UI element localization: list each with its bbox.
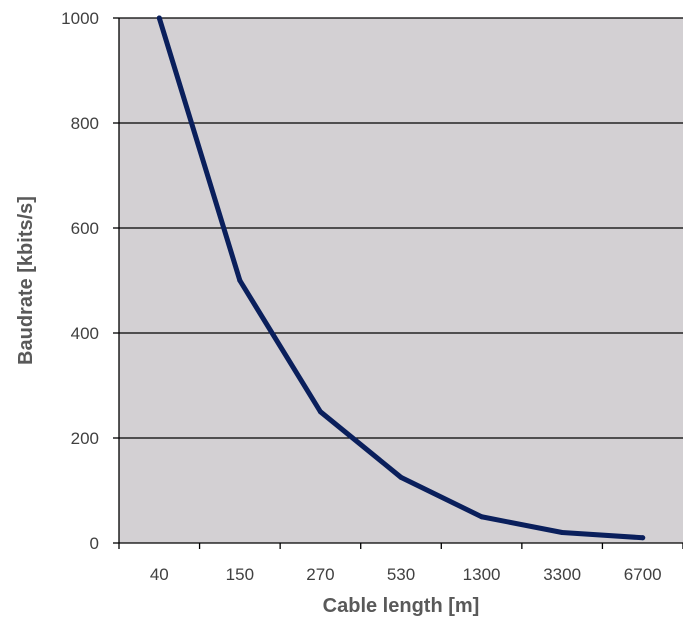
y-tick-label-0: 0	[90, 534, 99, 553]
x-tick-label-150: 150	[226, 565, 254, 584]
data-point-270	[317, 409, 323, 415]
y-tick-label-1000: 1000	[61, 9, 99, 28]
y-tick-label-200: 200	[71, 429, 99, 448]
data-point-1300	[479, 514, 485, 520]
x-tick-label-40: 40	[150, 565, 169, 584]
x-tick-label-270: 270	[306, 565, 334, 584]
data-point-3300	[559, 530, 565, 535]
y-tick-label-600: 600	[71, 219, 99, 238]
y-tick-label-800: 800	[71, 114, 99, 133]
x-axis-title: Cable length [m]	[323, 595, 480, 617]
axes	[113, 17, 683, 549]
x-tick-label-1300: 1300	[463, 565, 501, 584]
gridlines	[119, 17, 683, 439]
plot-area	[119, 18, 683, 543]
x-tick-label-530: 530	[387, 565, 415, 584]
data-point-40	[156, 15, 162, 21]
series-layer	[156, 15, 646, 541]
data-point-530	[398, 474, 404, 480]
y-tick-label-400: 400	[71, 324, 99, 343]
x-tick-label-3300: 3300	[543, 565, 581, 584]
y-axis-title: Baudrate [kbits/s]	[15, 196, 37, 365]
x-tick-label-6700: 6700	[624, 565, 662, 584]
data-point-6700	[640, 535, 646, 541]
data-point-150	[237, 278, 243, 283]
tick-labels: 0 200 400 600 800 1000 40 150 270 530 1300 3300 6700	[61, 9, 661, 584]
